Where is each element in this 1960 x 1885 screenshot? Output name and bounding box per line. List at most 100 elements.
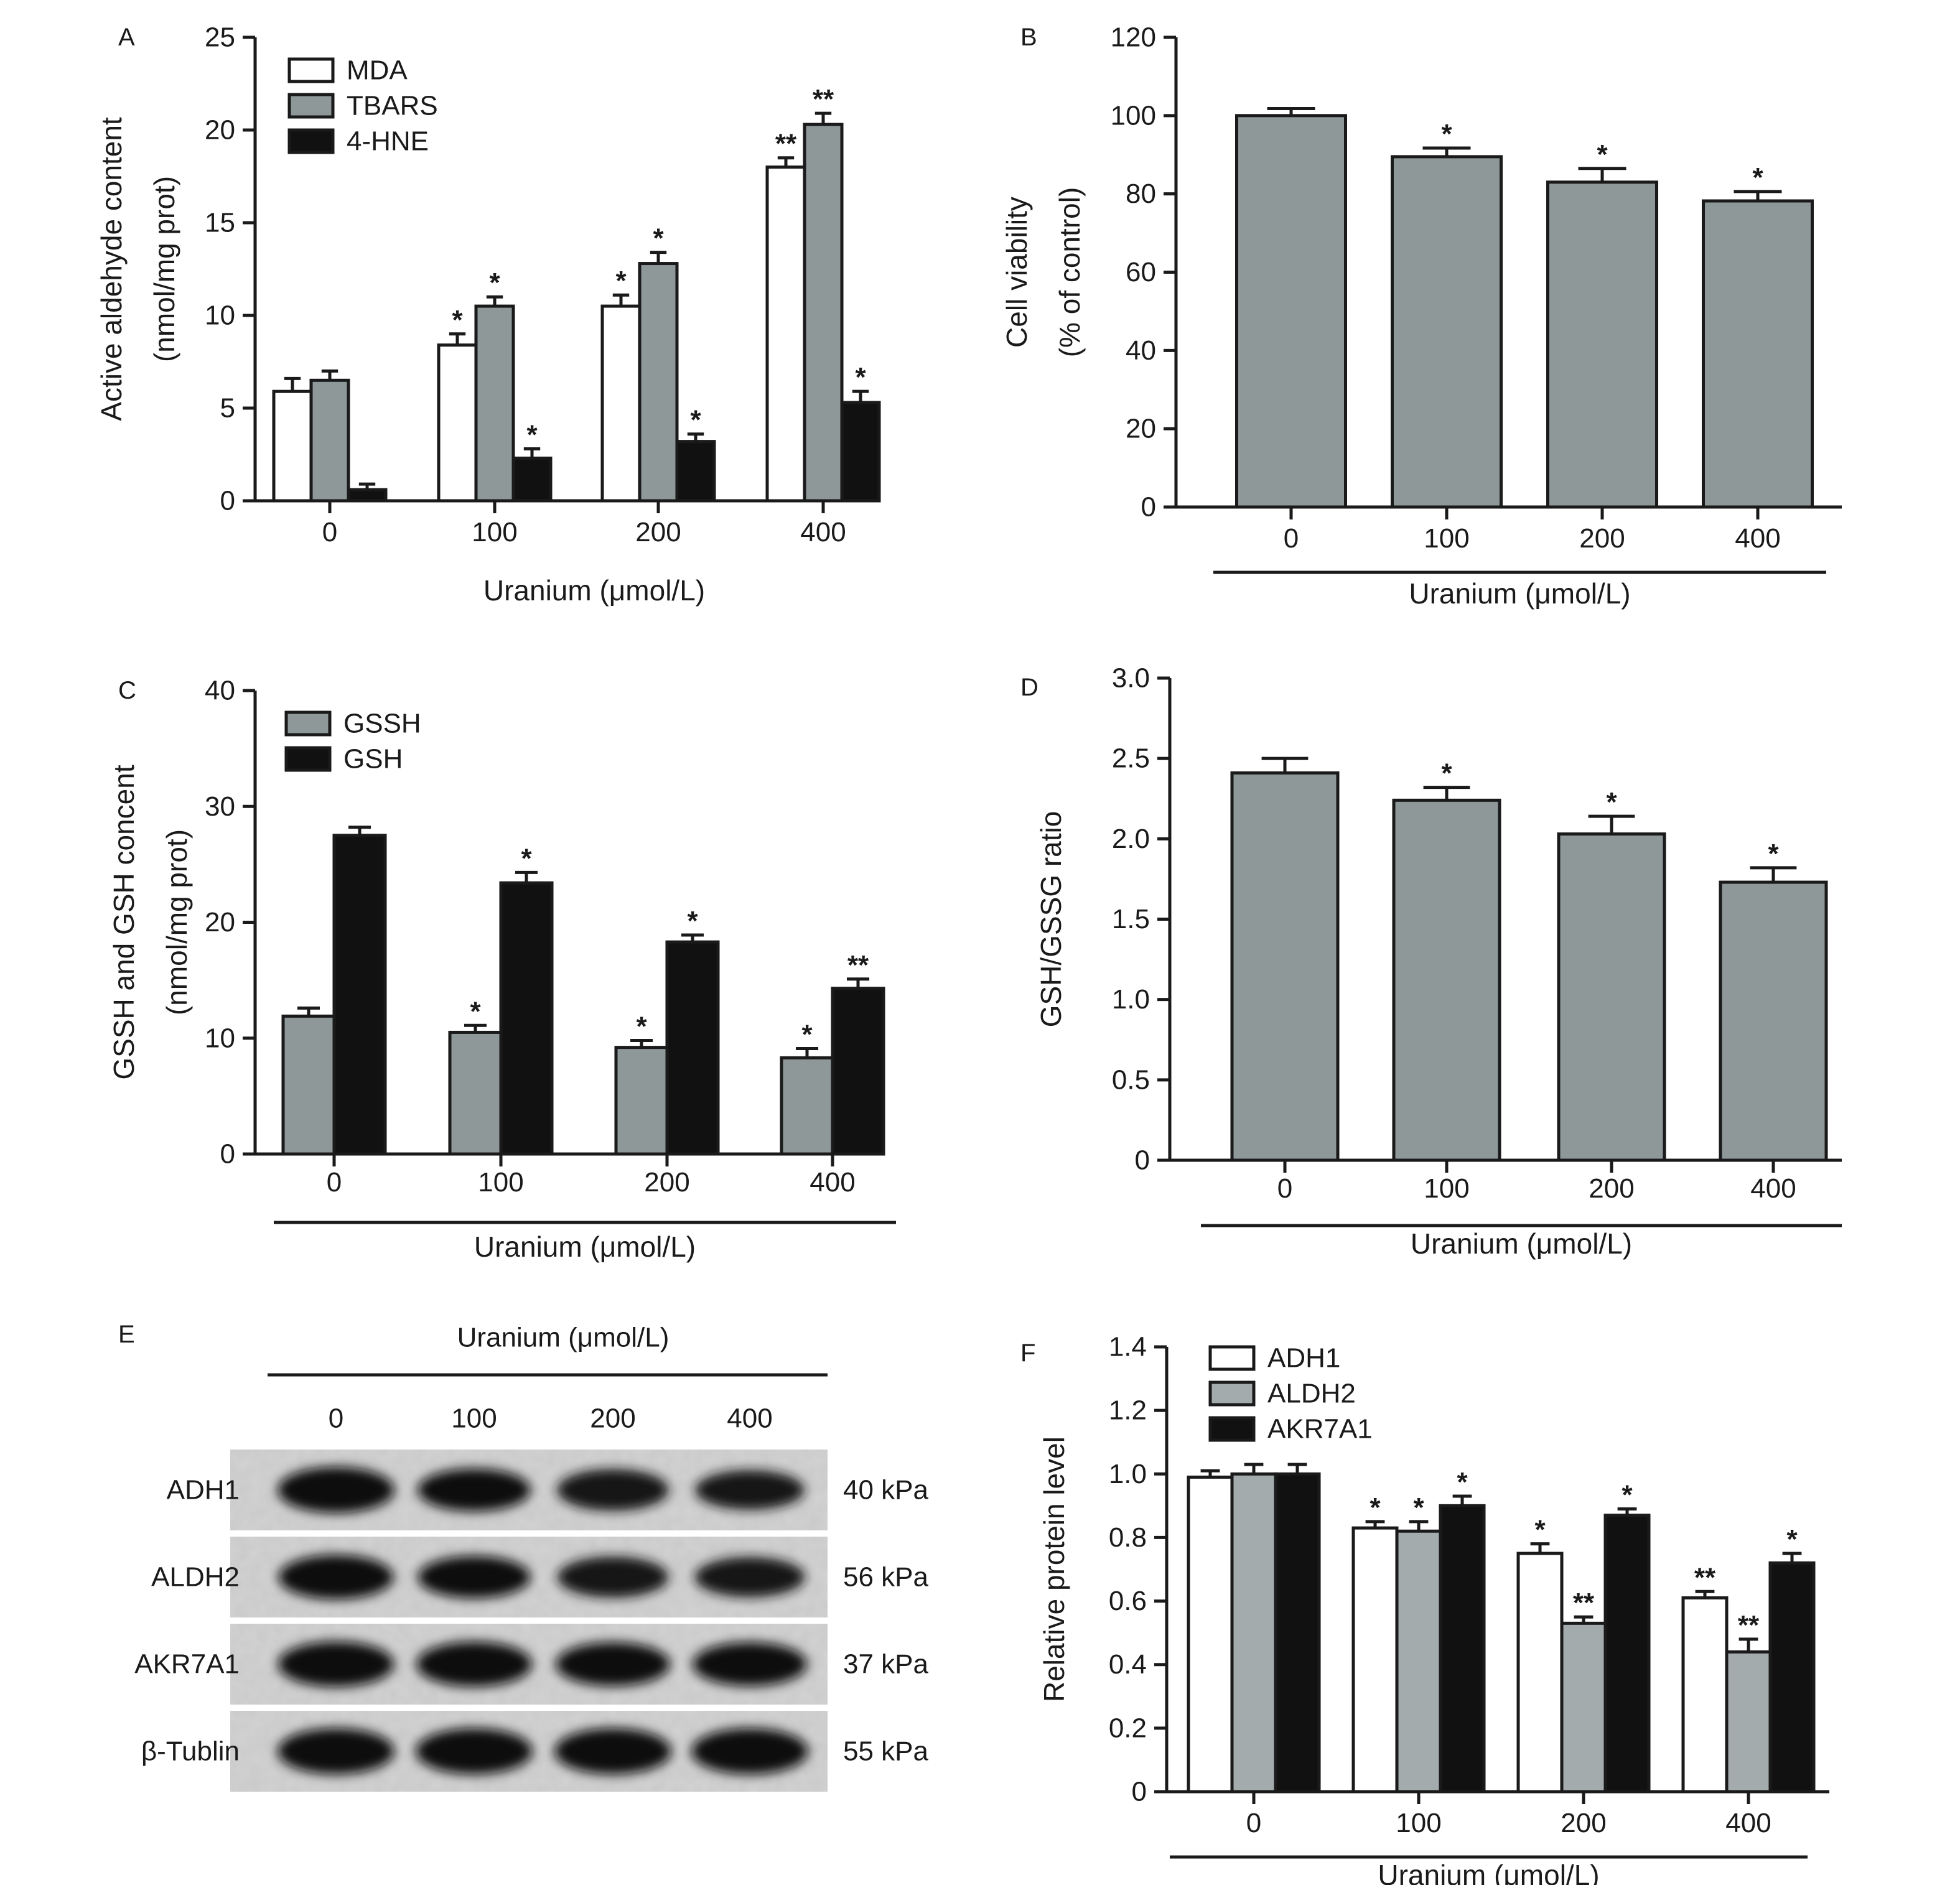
lane-label: 200 [590,1403,635,1434]
y-tick-label: 0 [220,486,235,516]
bar-mda-400 [765,165,806,503]
significance-mark: * [690,405,701,435]
panel-letter: C [118,677,136,704]
significance-mark: * [470,996,481,1026]
blot-row: β-Tublin 55 kPa [141,1711,929,1792]
x-axis-title: Uranium (μmol/L) [1378,1859,1599,1885]
blot-row: ALDH2 56 kPa [151,1537,929,1617]
y-axis-title: Relative protein level [1038,1436,1070,1702]
y-tick-label: 1.0 [1109,1459,1147,1489]
blot-header: Uranium (μmol/L) [457,1323,670,1353]
bar-adh1-100 [1351,1526,1399,1794]
legend-label: GSSH [343,709,421,739]
x-tick-label: 200 [1589,1173,1634,1204]
y-tick-label: 0.6 [1109,1586,1147,1616]
significance-mark: * [687,906,698,936]
y-tick-label: 0.5 [1112,1064,1150,1095]
x-tick-label: 100 [478,1167,523,1198]
y-axis-title: Active aldehyde content [95,117,128,421]
y-tick-label: 15 [205,208,235,238]
bar-aldh2-400 [1725,1650,1772,1794]
y-tick-label: 0.4 [1109,1649,1147,1680]
x-tick-label: 400 [810,1167,855,1198]
y-tick-label: 10 [205,1023,235,1053]
legend-label: ADH1 [1267,1343,1340,1374]
x-tick-label: 100 [1396,1808,1441,1838]
blot-band [693,1642,807,1687]
x-tick-label: 400 [800,517,846,547]
y-tick-label: 120 [1111,22,1156,53]
bar-gssh-200 [614,1046,669,1156]
x-tick-label: 0 [322,517,337,547]
legend-label: ALDH2 [1267,1379,1356,1409]
bar-akr7a1-100 [1439,1504,1486,1794]
y-tick-label: 1.2 [1109,1395,1147,1426]
significance-mark: ** [847,950,869,980]
x-tick-label: 100 [1424,1173,1469,1204]
y-tick-label: 0 [1141,492,1156,523]
bar-mda-200 [600,304,642,503]
blot-band [278,1728,394,1775]
blot-band [691,1728,808,1775]
bar-gssh-100 [448,1030,503,1156]
y-tick-label: 20 [205,115,235,146]
significance-mark: * [653,223,664,254]
bar-tbars-200 [638,262,679,503]
y-tick-label: 20 [205,907,235,938]
blot-protein-label: ALDH2 [151,1562,240,1593]
legend-swatch [287,128,335,154]
legend-swatch [1208,1380,1256,1407]
significance-mark: * [521,843,532,873]
legend-swatch [1208,1345,1256,1371]
x-tick-label: 100 [472,517,517,547]
bar-value-100 [1391,155,1503,509]
legend: GSSH GSH [284,709,421,775]
bar-tbars-0 [309,378,350,503]
significance-mark: ** [775,129,797,159]
x-tick-label: 200 [635,517,681,547]
blot-weight-label: 37 kPa [843,1649,929,1680]
y-axis-title: (% of control) [1053,187,1086,358]
bar-value-400 [1719,880,1828,1162]
y-axis-title: GSH/GSSG ratio [1035,811,1067,1028]
bar-value-100 [1392,798,1501,1162]
significance-mark: * [1786,1524,1798,1555]
legend: ADH1 ALDH2 AKR7A1 [1208,1343,1373,1445]
y-axis-title: (nmol/mg prot) [161,829,193,1015]
panel-letter: A [118,24,135,51]
bar-value-200 [1557,832,1666,1162]
y-tick-label: 2.5 [1112,743,1150,774]
y-tick-label: 25 [205,22,235,53]
bar-value-0 [1230,771,1340,1162]
x-axis-title: Uranium (μmol/L) [1411,1227,1632,1260]
x-tick-label: 400 [1750,1173,1796,1204]
x-axis-title: Uranium (μmol/L) [474,1231,696,1263]
x-tick-label: 0 [1246,1808,1261,1838]
bar-gssh-400 [780,1056,834,1156]
bar-mda-100 [437,343,478,503]
y-tick-label: 2.0 [1112,824,1150,854]
x-tick-label: 100 [1424,523,1469,554]
blot-weight-label: 55 kPa [843,1736,929,1767]
y-tick-label: 0 [220,1139,235,1170]
y-tick-label: 1.4 [1109,1332,1147,1362]
blot-protein-label: AKR7A1 [134,1649,240,1680]
panel-letter: D [1020,674,1038,701]
bar-gsh-200 [665,940,720,1156]
blot-band [557,1557,669,1598]
blot-band [694,1557,805,1598]
blot-band [418,1555,531,1599]
blot-band [278,1641,394,1687]
blot-band [278,1466,394,1514]
significance-mark: * [1441,119,1452,149]
significance-mark: * [489,268,500,298]
bar-tbars-400 [803,123,844,503]
significance-mark: * [1457,1467,1468,1497]
x-axis-title: Uranium (μmol/L) [483,574,705,607]
significance-mark: * [1606,787,1617,817]
panel-letter: E [118,1321,135,1348]
blot-band [554,1728,671,1775]
significance-mark: * [801,1020,813,1050]
bar-4-hne-400 [840,401,881,503]
